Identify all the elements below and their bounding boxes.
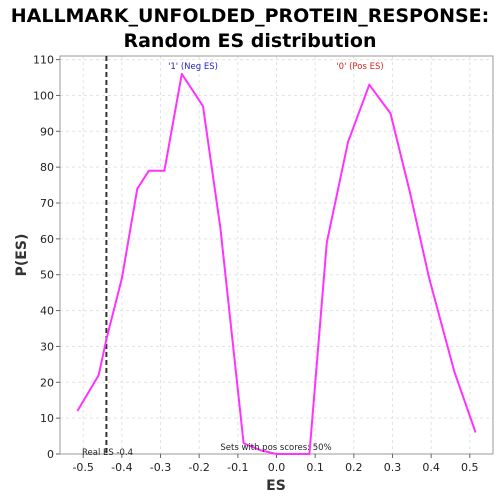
x-tick-label: 0.3: [384, 461, 402, 474]
y-tick-label: 0: [47, 448, 54, 461]
y-axis-title: P(ES): [14, 234, 30, 277]
y-tick-label: 100: [33, 89, 54, 102]
chart-title-line1: HALLMARK_UNFOLDED_PROTEIN_RESPONSE:: [11, 5, 490, 27]
y-tick-label: 80: [40, 161, 54, 174]
grid-lines: [60, 56, 493, 455]
y-tick-label: 20: [40, 376, 54, 389]
x-tick-label: 0.1: [306, 461, 324, 474]
real-es-label: Real ES -0.4: [82, 448, 133, 458]
y-axis-ticks: 0 10 20 30 40 50 60 70 80 90 100 110: [33, 54, 60, 461]
pos-scores-label: Sets with pos scores: 50%: [220, 443, 331, 453]
y-tick-label: 50: [40, 269, 54, 282]
x-axis-title: ES: [266, 478, 286, 494]
y-tick-label: 60: [40, 233, 54, 246]
y-tick-label: 30: [40, 340, 54, 353]
x-tick-label: 0.2: [345, 461, 363, 474]
x-tick-label: 0.4: [422, 461, 440, 474]
y-tick-label: 10: [40, 412, 54, 425]
x-tick-label: -0.2: [188, 461, 209, 474]
y-tick-label: 40: [40, 305, 54, 318]
es-distribution-line: [76, 72, 477, 455]
x-tick-label: -0.5: [72, 461, 93, 474]
x-tick-label: 0.0: [268, 461, 286, 474]
x-tick-label: -0.1: [227, 461, 248, 474]
neg-es-label: '1' (Neg ES): [168, 62, 218, 72]
x-tick-label: -0.4: [111, 461, 132, 474]
pos-es-label: '0' (Pos ES): [336, 62, 383, 72]
x-axis-ticks: -0.5 -0.4 -0.3 -0.2 -0.1 0.0 0.1 0.2 0.3 0.4 0.5: [72, 454, 479, 474]
y-tick-label: 70: [40, 197, 54, 210]
x-tick-label: -0.3: [150, 461, 171, 474]
x-tick-label: 0.5: [461, 461, 479, 474]
y-tick-label: 110: [33, 54, 54, 67]
chart-title-line2: Random ES distribution: [123, 30, 376, 52]
y-tick-label: 90: [40, 125, 54, 138]
